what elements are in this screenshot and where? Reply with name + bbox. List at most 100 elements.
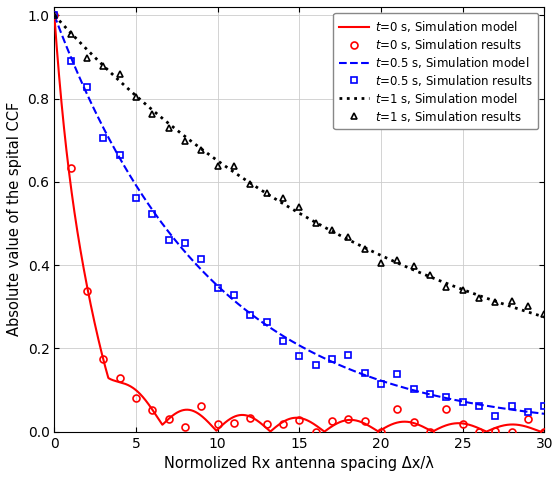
$t$=0 s, Simulation results: [427, 429, 433, 435]
$t$=0 s, Simulation results: [459, 421, 466, 427]
$t$=1 s, Simulation results: [475, 295, 482, 301]
$t$=0.5 s, Simulation results: [394, 371, 401, 377]
$t$=1 s, Simulation results: [427, 272, 433, 278]
$t$=0.5 s, Simulation results: [133, 196, 139, 201]
$t$=0.5 s, Simulation results: [198, 256, 205, 261]
$t$=1 s, Simulation results: [410, 263, 417, 269]
$t$=0.5 s, Simulation results: [149, 211, 156, 217]
$t$=1 s, Simulation results: [312, 220, 319, 226]
$t$=1 s, Simulation results: [377, 260, 384, 266]
$t$=0.5 s, Simulation results: [67, 58, 74, 64]
$t$=0.5 s, Simulation results: [459, 400, 466, 405]
$t$=0.5 s, Simulation results: [214, 285, 221, 291]
$t$=0 s, Simulation model: [429, 429, 436, 435]
$t$=0 s, Simulation results: [83, 288, 90, 294]
Line: $t$=0.5 s, Simulation model: $t$=0.5 s, Simulation model: [54, 15, 544, 414]
$t$=0.5 s, Simulation model: [541, 411, 548, 417]
$t$=1 s, Simulation results: [83, 54, 90, 60]
$t$=0.5 s, Simulation model: [479, 402, 486, 408]
Line: $t$=1 s, Simulation model: $t$=1 s, Simulation model: [54, 15, 544, 317]
$t$=0 s, Simulation results: [247, 415, 254, 421]
$t$=1 s, Simulation results: [231, 163, 237, 169]
$t$=0.5 s, Simulation results: [231, 293, 237, 298]
$t$=0 s, Simulation model: [239, 412, 246, 418]
Legend: $t$=0 s, Simulation model, $t$=0 s, Simulation results, $t$=0.5 s, Simulation mo: $t$=0 s, Simulation model, $t$=0 s, Simu…: [333, 13, 538, 130]
$t$=0.5 s, Simulation results: [100, 135, 107, 141]
$t$=0.5 s, Simulation results: [377, 381, 384, 387]
$t$=0 s, Simulation results: [279, 422, 286, 427]
$t$=0 s, Simulation model: [479, 427, 486, 433]
$t$=1 s, Simulation results: [247, 182, 254, 187]
$t$=0 s, Simulation model: [136, 391, 143, 396]
Line: $t$=0 s, Simulation results: $t$=0 s, Simulation results: [51, 12, 548, 435]
$t$=0 s, Simulation results: [67, 165, 74, 171]
$t$=0 s, Simulation results: [329, 419, 335, 424]
$t$=0.5 s, Simulation results: [247, 312, 254, 317]
Line: $t$=1 s, Simulation results: $t$=1 s, Simulation results: [51, 12, 548, 318]
$t$=0.5 s, Simulation model: [239, 304, 246, 310]
$t$=1 s, Simulation results: [214, 163, 221, 169]
$t$=1 s, Simulation results: [508, 298, 515, 304]
$t$=1 s, Simulation model: [541, 314, 548, 320]
$t$=0.5 s, Simulation results: [329, 357, 335, 362]
$t$=0 s, Simulation results: [508, 429, 515, 435]
Y-axis label: Absolute value of the spital CCF: Absolute value of the spital CCF: [7, 102, 22, 337]
$t$=0 s, Simulation results: [475, 429, 482, 435]
$t$=0 s, Simulation results: [361, 418, 368, 424]
$t$=0 s, Simulation model: [260, 423, 267, 428]
$t$=0 s, Simulation results: [377, 429, 384, 435]
$t$=0.5 s, Simulation results: [525, 410, 531, 415]
$t$=1 s, Simulation results: [51, 12, 58, 18]
$t$=0.5 s, Simulation results: [312, 362, 319, 368]
$t$=0.5 s, Simulation results: [410, 386, 417, 391]
$t$=1 s, Simulation results: [149, 111, 156, 117]
$t$=0.5 s, Simulation results: [165, 237, 172, 242]
$t$=0.5 s, Simulation model: [107, 138, 114, 144]
$t$=0.5 s, Simulation results: [279, 338, 286, 344]
$t$=0 s, Simulation results: [149, 407, 156, 413]
$t$=0 s, Simulation results: [214, 421, 221, 427]
$t$=0.5 s, Simulation results: [296, 353, 303, 359]
$t$=1 s, Simulation results: [345, 234, 352, 239]
$t$=0 s, Simulation results: [394, 406, 401, 412]
$t$=0.5 s, Simulation results: [181, 240, 188, 246]
$t$=1 s, Simulation model: [107, 69, 114, 75]
$t$=0 s, Simulation results: [525, 416, 531, 422]
$t$=1 s, Simulation results: [361, 246, 368, 251]
X-axis label: Normolized Rx antenna spacing Δx/λ: Normolized Rx antenna spacing Δx/λ: [165, 456, 434, 471]
$t$=1 s, Simulation results: [541, 311, 548, 317]
$t$=1 s, Simulation model: [239, 175, 246, 181]
$t$=1 s, Simulation model: [260, 189, 267, 195]
$t$=0 s, Simulation results: [51, 12, 58, 18]
$t$=0.5 s, Simulation results: [541, 403, 548, 409]
$t$=0 s, Simulation results: [198, 403, 205, 409]
$t$=1 s, Simulation model: [479, 293, 486, 299]
$t$=1 s, Simulation results: [263, 190, 270, 196]
$t$=0 s, Simulation results: [133, 395, 139, 401]
Line: $t$=0 s, Simulation model: $t$=0 s, Simulation model: [54, 15, 544, 432]
$t$=0 s, Simulation results: [345, 416, 352, 422]
$t$=0.5 s, Simulation results: [51, 12, 58, 18]
$t$=0 s, Simulation results: [263, 421, 270, 426]
$t$=0 s, Simulation results: [410, 419, 417, 424]
$t$=0 s, Simulation results: [181, 424, 188, 430]
$t$=1 s, Simulation model: [136, 96, 143, 102]
$t$=1 s, Simulation model: [51, 12, 58, 18]
$t$=0 s, Simulation model: [51, 12, 58, 18]
$t$=0 s, Simulation model: [531, 427, 538, 433]
$t$=0.5 s, Simulation results: [508, 403, 515, 409]
$t$=0.5 s, Simulation results: [475, 403, 482, 409]
$t$=1 s, Simulation results: [165, 126, 172, 131]
$t$=0 s, Simulation results: [100, 357, 107, 362]
$t$=1 s, Simulation model: [531, 311, 538, 317]
$t$=1 s, Simulation results: [296, 204, 303, 210]
$t$=0 s, Simulation results: [296, 417, 303, 423]
$t$=0.5 s, Simulation results: [116, 152, 123, 158]
$t$=0 s, Simulation results: [443, 406, 450, 412]
$t$=0.5 s, Simulation model: [531, 410, 538, 415]
Line: $t$=0.5 s, Simulation results: $t$=0.5 s, Simulation results: [51, 12, 548, 420]
$t$=0.5 s, Simulation results: [361, 370, 368, 376]
$t$=0 s, Simulation model: [107, 376, 114, 382]
$t$=1 s, Simulation results: [198, 147, 205, 153]
$t$=1 s, Simulation results: [492, 300, 498, 305]
